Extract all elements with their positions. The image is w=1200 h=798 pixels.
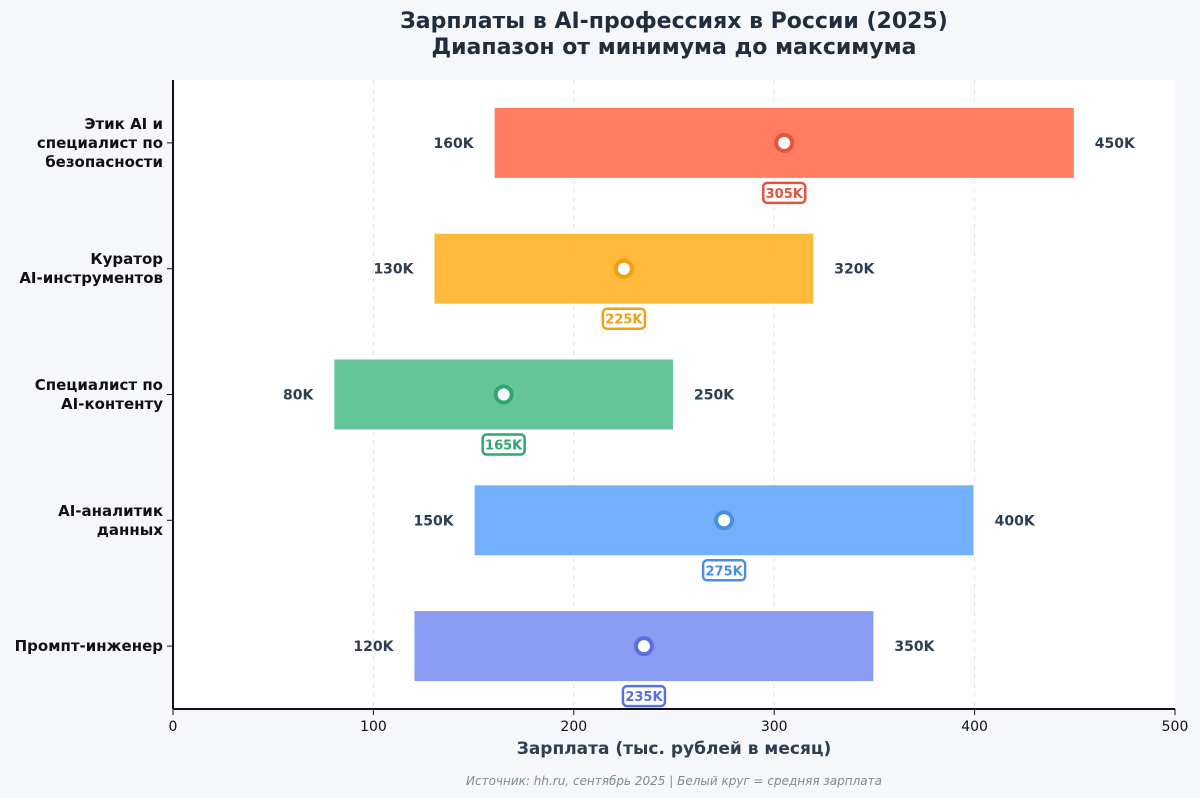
x-tick-label: 100 [360, 719, 387, 735]
min-value-label: 80K [283, 388, 314, 404]
category-label: данных [97, 521, 164, 539]
category-label: AI-аналитик [58, 502, 163, 520]
max-value-label: 250K [694, 388, 735, 404]
chart-title-line1: Зарплаты в AI-профессиях в России (2025) [400, 9, 948, 34]
max-value-label: 350K [894, 639, 935, 655]
category-label: безопасности [45, 153, 163, 171]
x-tick-label: 0 [169, 719, 178, 735]
mean-marker [718, 514, 731, 527]
category-label: Промпт-инженер [15, 637, 164, 655]
mean-marker [637, 640, 650, 653]
mean-value-label: 305K [766, 187, 804, 202]
mean-marker [617, 262, 630, 275]
category-label: Куратор [90, 250, 163, 268]
chart-title-line2: Диапазон от минимума до максимума [432, 35, 917, 60]
source-note: Источник: hh.ru, сентябрь 2025 | Белый к… [466, 774, 882, 788]
max-value-label: 450K [1095, 136, 1136, 152]
min-value-label: 120K [353, 639, 394, 655]
category-label: Специалист по [35, 376, 163, 394]
mean-badge [621, 684, 667, 708]
max-value-label: 320K [834, 262, 875, 278]
max-value-label: 400K [995, 513, 1036, 529]
mean-badge [481, 433, 526, 456]
x-tick-label: 400 [961, 719, 988, 735]
x-tick-label: 200 [560, 719, 587, 735]
category-label: AI-контенту [61, 395, 163, 413]
mean-badge [761, 181, 807, 205]
min-value-label: 150K [414, 513, 455, 529]
mean-badge [701, 559, 747, 582]
mean-value-label: 235K [625, 690, 663, 705]
x-tick-label: 300 [761, 719, 788, 735]
min-value-label: 160K [434, 136, 475, 152]
x-tick-label: 500 [1162, 719, 1189, 735]
mean-value-label: 165K [485, 439, 523, 454]
mean-value-label: 275K [705, 564, 743, 579]
category-label: AI-инструментов [19, 269, 163, 287]
x-axis-label: Зарплата (тыс. рублей в месяц) [517, 739, 831, 759]
mean-marker [497, 388, 510, 401]
mean-badge [601, 307, 647, 330]
min-value-label: 130K [373, 262, 414, 278]
category-label: Этик AI и [84, 115, 163, 133]
mean-value-label: 225K [605, 313, 643, 328]
category-label: специалист по [37, 134, 163, 152]
mean-marker [778, 136, 791, 149]
